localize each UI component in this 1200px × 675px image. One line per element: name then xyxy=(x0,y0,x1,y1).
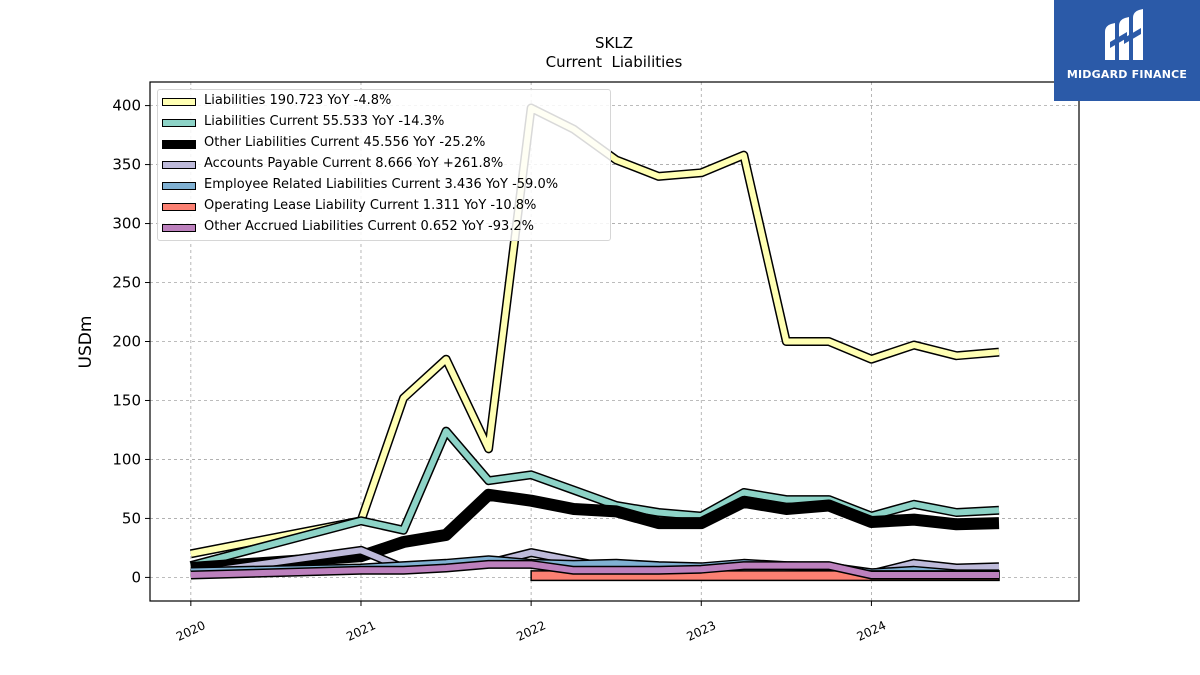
legend-label: Other Accrued Liabilities Current 0.652 … xyxy=(204,219,535,234)
y-tick-label: 100 xyxy=(112,450,141,468)
legend-swatch xyxy=(162,98,196,106)
series-liabilities-line xyxy=(190,105,1000,557)
legend-swatch xyxy=(162,140,196,149)
legend-swatch xyxy=(162,224,196,232)
y-tick-label: 50 xyxy=(122,509,141,527)
legend-label: Accounts Payable Current 8.666 YoY +261.… xyxy=(204,156,504,171)
legend-swatch xyxy=(162,161,196,169)
chart-subtitle: Current Liabilities xyxy=(546,53,683,71)
y-tick-label: 400 xyxy=(112,97,141,115)
series-other-liabilities-current-line xyxy=(190,488,1000,574)
y-tick-label: 150 xyxy=(112,391,141,409)
legend-label: Other Liabilities Current 45.556 YoY -25… xyxy=(204,135,486,150)
legend-label: Employee Related Liabilities Current 3.4… xyxy=(204,177,559,192)
y-ticks: 0 50 100 150 200 250 300 350 400 xyxy=(112,97,150,586)
chart-title: SKLZ xyxy=(595,34,633,52)
legend: Liabilities 190.723 YoY -4.8% Liabilities… xyxy=(157,89,611,241)
legend-swatch xyxy=(162,182,196,190)
series-operating-lease-liability-current-band xyxy=(530,570,1000,582)
legend-label: Liabilities 190.723 YoY -4.8% xyxy=(204,93,392,108)
y-tick-label: 300 xyxy=(112,215,141,233)
x-tick-label: 2022 xyxy=(514,618,548,644)
series-liabilities-current-line xyxy=(190,428,1000,569)
y-tick-label: 200 xyxy=(112,333,141,351)
y-tick-label: 250 xyxy=(112,274,141,292)
x-tick-label: 2020 xyxy=(174,618,208,644)
legend-swatch xyxy=(162,119,196,127)
brand-mark-icon xyxy=(1105,9,1143,60)
legend-swatch xyxy=(162,203,196,211)
y-axis-label: USDm xyxy=(76,316,96,369)
x-ticks: 2020 2021 2022 2023 2024 xyxy=(174,601,888,644)
brand-name: MIDGARD FINANCE xyxy=(1066,68,1188,81)
series-layer xyxy=(189,103,1000,582)
legend-label: Liabilities Current 55.533 YoY -14.3% xyxy=(204,114,445,129)
x-tick-label: 2024 xyxy=(855,618,889,644)
legend-label: Operating Lease Liability Current 1.311 … xyxy=(204,198,537,213)
x-tick-label: 2023 xyxy=(684,618,718,644)
y-tick-label: 350 xyxy=(112,156,141,174)
brand-logo: MIDGARD FINANCE xyxy=(1054,0,1200,101)
series-other-accrued-liabilities-current-line xyxy=(190,561,999,578)
y-tick-label: 0 xyxy=(131,568,141,586)
x-tick-label: 2021 xyxy=(344,618,378,644)
